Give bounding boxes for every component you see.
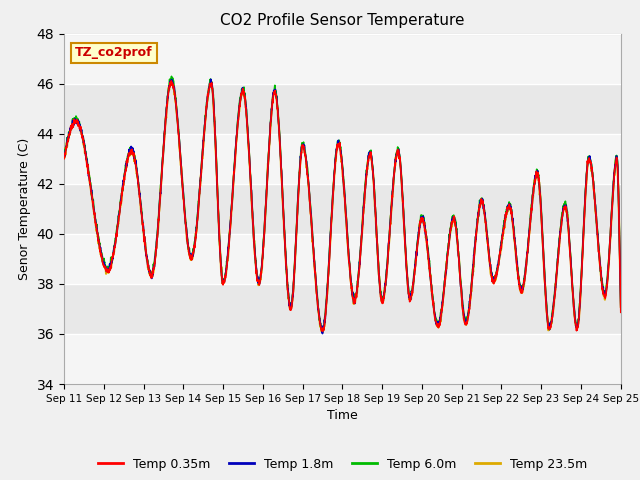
Temp 23.5m	[602, 292, 609, 298]
Temp 23.5m	[499, 229, 507, 235]
Temp 23.5m	[88, 197, 96, 203]
Temp 23.5m	[318, 330, 326, 336]
Temp 1.8m	[88, 196, 96, 202]
Temp 0.35m	[318, 328, 326, 334]
Temp 1.8m	[319, 331, 326, 336]
X-axis label: Time: Time	[327, 409, 358, 422]
Temp 6.0m	[499, 228, 507, 233]
Temp 0.35m	[168, 78, 175, 84]
Bar	[64, 184, 621, 234]
Temp 6.0m	[88, 197, 96, 203]
Temp 1.8m	[332, 156, 339, 162]
Temp 6.0m	[318, 327, 326, 333]
Line: Temp 6.0m: Temp 6.0m	[64, 76, 621, 330]
Line: Temp 1.8m: Temp 1.8m	[64, 79, 621, 334]
Temp 6.0m	[601, 291, 609, 297]
Temp 0.35m	[617, 310, 625, 315]
Temp 0.35m	[316, 322, 324, 328]
Bar	[64, 334, 621, 384]
Bar	[64, 284, 621, 334]
Temp 0.35m	[601, 292, 609, 298]
Temp 23.5m	[60, 154, 68, 159]
Temp 23.5m	[316, 321, 324, 326]
Y-axis label: Senor Temperature (C): Senor Temperature (C)	[18, 138, 31, 280]
Temp 23.5m	[617, 304, 625, 310]
Text: TZ_co2prof: TZ_co2prof	[75, 47, 153, 60]
Temp 0.35m	[499, 230, 507, 236]
Bar	[64, 234, 621, 284]
Bar	[64, 84, 621, 134]
Temp 6.0m	[332, 156, 339, 161]
Temp 1.8m	[602, 293, 609, 299]
Temp 1.8m	[601, 293, 609, 299]
Temp 1.8m	[316, 321, 324, 326]
Temp 23.5m	[167, 78, 175, 84]
Temp 23.5m	[332, 157, 339, 163]
Bar	[64, 134, 621, 184]
Temp 0.35m	[602, 295, 609, 301]
Temp 6.0m	[168, 73, 175, 79]
Temp 6.0m	[617, 302, 625, 308]
Temp 1.8m	[207, 76, 214, 82]
Temp 0.35m	[60, 156, 68, 162]
Temp 1.8m	[617, 304, 625, 310]
Bar	[64, 34, 621, 84]
Temp 6.0m	[60, 154, 68, 160]
Temp 23.5m	[601, 297, 609, 302]
Temp 0.35m	[332, 160, 339, 166]
Legend: Temp 0.35m, Temp 1.8m, Temp 6.0m, Temp 23.5m: Temp 0.35m, Temp 1.8m, Temp 6.0m, Temp 2…	[93, 453, 592, 476]
Temp 6.0m	[316, 320, 324, 325]
Line: Temp 0.35m: Temp 0.35m	[64, 81, 621, 331]
Line: Temp 23.5m: Temp 23.5m	[64, 81, 621, 333]
Temp 6.0m	[602, 292, 609, 298]
Temp 0.35m	[88, 196, 96, 202]
Title: CO2 Profile Sensor Temperature: CO2 Profile Sensor Temperature	[220, 13, 465, 28]
Temp 1.8m	[499, 229, 507, 235]
Temp 1.8m	[60, 152, 68, 158]
